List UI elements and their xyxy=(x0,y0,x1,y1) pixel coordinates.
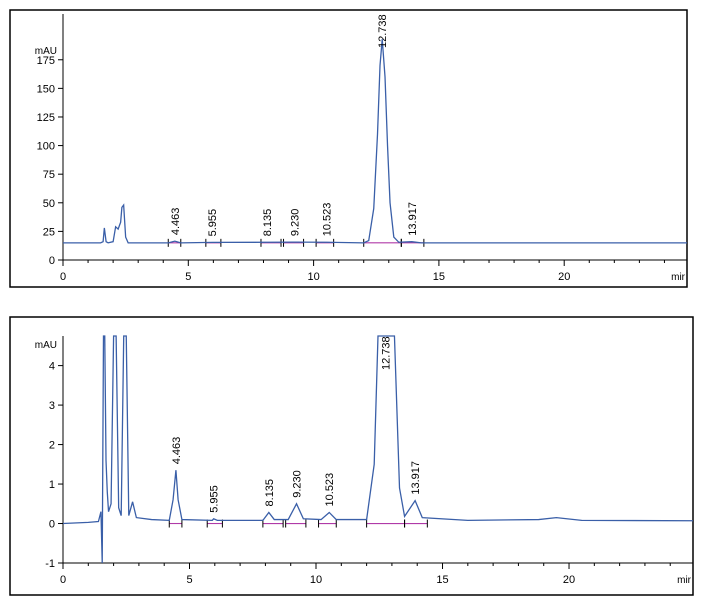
x-tick-label: 10 xyxy=(310,574,322,586)
peak-retention-time-label: 4.463 xyxy=(170,208,182,236)
peak-retention-time-label: 8.135 xyxy=(262,209,274,237)
peak-retention-time-label: 8.135 xyxy=(264,479,276,507)
y-tick-label: 0 xyxy=(49,255,55,267)
x-tick-label: 10 xyxy=(307,271,319,283)
peak-retention-time-label: 9.230 xyxy=(289,209,301,237)
chromatogram-panel-bottom: -1 0 1 2 3 4 mAU 0 5 10 15 20 mir 4.463 5.955 8.135 9.23… xyxy=(9,316,694,596)
peak-retention-time-label: 13.917 xyxy=(410,461,422,495)
y-tick-label: 100 xyxy=(37,141,55,153)
x-tick-label: 5 xyxy=(185,271,191,283)
plot-frame xyxy=(9,9,688,288)
peak-retention-time-label: 12.738 xyxy=(380,336,392,370)
y-axis-unit-label: mAU xyxy=(35,340,57,351)
plot-frame xyxy=(9,316,694,596)
y-tick-label: 125 xyxy=(37,112,55,124)
x-tick-label: 0 xyxy=(60,574,66,586)
peak-retention-time-label: 12.738 xyxy=(377,14,389,48)
x-tick-label: 15 xyxy=(436,574,448,586)
chromatogram-trace xyxy=(63,335,693,564)
peak-retention-time-label: 13.917 xyxy=(407,202,419,236)
y-tick-label: 1 xyxy=(49,479,55,491)
x-tick-label: 20 xyxy=(558,271,570,283)
peak-retention-time-label: 5.955 xyxy=(209,485,221,513)
x-tick-label: 20 xyxy=(563,574,575,586)
peak-retention-time-label: 10.523 xyxy=(322,203,334,237)
peak-retention-time-label: 9.230 xyxy=(292,470,304,498)
y-tick-label: 4 xyxy=(49,361,55,373)
y-tick-label: 2 xyxy=(49,440,55,452)
y-tick-label: 175 xyxy=(37,55,55,67)
chromatogram-trace xyxy=(63,39,687,244)
y-tick-label: 0 xyxy=(49,519,55,531)
peak-retention-time-label: 4.463 xyxy=(171,437,183,465)
x-axis-unit-label: mir xyxy=(677,575,692,586)
y-axis-unit-label: mAU xyxy=(35,46,57,57)
y-tick-label: 150 xyxy=(37,83,55,95)
y-tick-label: -1 xyxy=(45,558,55,570)
x-axis-unit-label: mir xyxy=(671,272,686,283)
x-tick-label: 5 xyxy=(186,574,192,586)
y-tick-label: 50 xyxy=(43,198,55,210)
x-tick-label: 0 xyxy=(60,271,66,283)
y-tick-label: 25 xyxy=(43,226,55,238)
y-tick-label: 3 xyxy=(49,400,55,412)
peak-retention-time-label: 5.955 xyxy=(207,209,219,237)
y-tick-label: 75 xyxy=(43,169,55,181)
x-tick-label: 15 xyxy=(433,271,445,283)
peak-retention-time-label: 10.523 xyxy=(324,473,336,507)
